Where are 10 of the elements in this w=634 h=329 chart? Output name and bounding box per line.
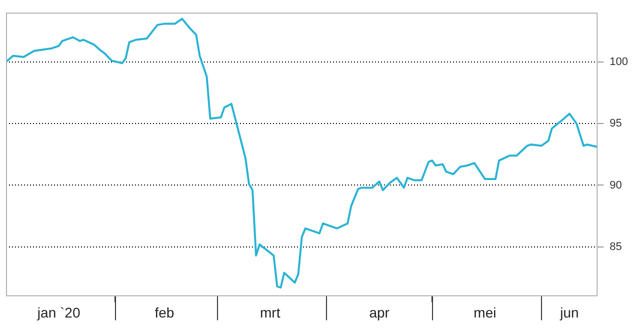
y-tick-label: 100	[610, 56, 628, 68]
x-tick-label: feb	[154, 304, 174, 320]
y-tick-label: 95	[610, 118, 622, 130]
x-tick-label: mrt	[260, 304, 280, 320]
x-tick-label: jan `20	[36, 304, 80, 320]
y-tick-label: 90	[610, 179, 622, 192]
x-tick-label: jun	[559, 304, 579, 320]
y-tick-label: 85	[610, 240, 622, 253]
x-tick-label: mei	[474, 304, 496, 320]
x-tick-label: apr	[369, 304, 390, 320]
